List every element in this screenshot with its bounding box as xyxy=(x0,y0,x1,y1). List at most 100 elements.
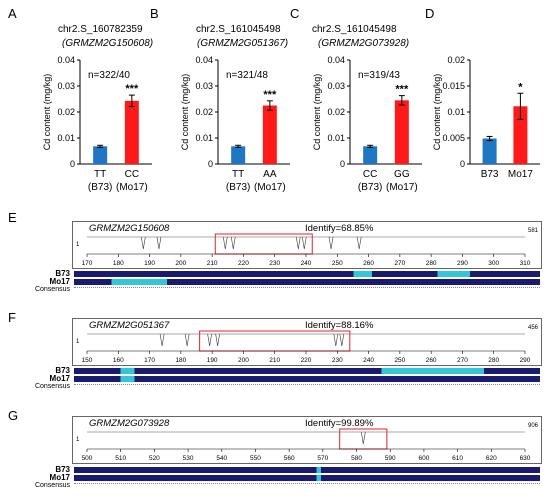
category-sublabel: (Mo17) xyxy=(386,182,418,193)
ruler-tick-label: 180 xyxy=(113,260,124,267)
coverage-dip xyxy=(230,236,236,250)
category-sublabel: (B73) xyxy=(358,182,382,193)
coverage-dip xyxy=(141,236,146,250)
ruler-tick-label: 610 xyxy=(452,455,463,462)
aln-b73-label-e: B73 xyxy=(55,269,70,278)
panel-label-g: G xyxy=(8,408,19,423)
track-svg-g: 1 906 500 510 520 530 540 550 560 570 580 590 600 610… xyxy=(76,423,539,462)
y-tick-label: 0.03 xyxy=(57,81,75,91)
panel-label-c: C xyxy=(290,6,300,21)
ruler-tick-label: 510 xyxy=(115,455,126,462)
y-tick-label: 0.02 xyxy=(195,107,213,117)
category-label: TT xyxy=(94,169,106,180)
ruler-tick-label: 300 xyxy=(488,260,499,267)
track-gene-e: GRMZM2G150608 xyxy=(89,223,170,234)
y-tick-label: 0 xyxy=(340,159,345,169)
seq-mo17-f xyxy=(74,376,540,382)
bar-chart-c: 0 0.01 0.02 0.03 0.04 Cd content (mg/kg) n=319… xyxy=(312,55,422,193)
ruler-tick-label: 170 xyxy=(82,260,93,267)
category-label: AA xyxy=(263,169,277,180)
aln-consensus-label-e: Consensus xyxy=(34,286,70,293)
ruler-tick-label: 220 xyxy=(238,260,249,267)
ruler-tick-label: 200 xyxy=(175,260,186,267)
ruler-tick-label: 190 xyxy=(207,357,218,364)
y-tick-label: 0.01 xyxy=(57,133,75,143)
ruler-tick-label: 530 xyxy=(183,455,194,462)
track-identity-f: Identify=88.16% xyxy=(305,320,374,331)
panel-label-b: B xyxy=(150,6,159,21)
track-identity-g: Identify=99.89% xyxy=(305,418,374,429)
ruler-tick-label: 210 xyxy=(207,260,218,267)
y-tick-label: 0.01 xyxy=(447,107,465,117)
category-sublabel: (B73) xyxy=(226,182,250,193)
coverage-dip xyxy=(159,333,165,347)
track-end-label: 456 xyxy=(528,325,539,331)
ruler-tick-label: 590 xyxy=(385,455,396,462)
ruler-tick-label: 280 xyxy=(488,357,499,364)
coverage-dip xyxy=(360,431,366,445)
ruler-tick-label: 190 xyxy=(144,260,155,267)
category-sublabel: (B73) xyxy=(88,182,112,193)
ruler-tick-label: 170 xyxy=(144,357,155,364)
panel-label-f: F xyxy=(8,310,16,325)
ruler-tick-label: 280 xyxy=(426,260,437,267)
y-tick-label: 0.02 xyxy=(447,55,465,65)
track-svg-e: 1 581 170 180 190 200 210 220 230 240 250 260 270 280… xyxy=(76,228,539,267)
coverage-dip xyxy=(295,236,301,250)
ruler-tick-label: 520 xyxy=(149,455,160,462)
track-svg-f: 1 456 150 160 170 180 190 200 210 220 230 240 250 260… xyxy=(76,325,539,364)
bar xyxy=(394,100,409,164)
ruler-tick-label: 560 xyxy=(284,455,295,462)
significance-label: * xyxy=(518,81,523,93)
y-tick-label: 0.03 xyxy=(195,81,213,91)
seq-mo17-e xyxy=(74,279,540,285)
panel-label-d: D xyxy=(425,6,435,21)
y-tick-label: 0.01 xyxy=(195,133,213,143)
coverage-dip xyxy=(328,236,334,250)
track-gene-g: GRMZM2G073928 xyxy=(89,418,170,429)
category-label: TT xyxy=(232,169,244,180)
ruler-tick-label: 600 xyxy=(418,455,429,462)
alignment-e xyxy=(74,271,540,292)
y-tick-label: 0.02 xyxy=(327,107,345,117)
aln-b73-label-g: B73 xyxy=(55,465,70,474)
bar xyxy=(363,146,378,164)
coverage-dip xyxy=(356,236,362,250)
ruler-tick-label: 620 xyxy=(486,455,497,462)
ruler-tick-label: 540 xyxy=(216,455,227,462)
ruler-tick-label: 150 xyxy=(82,357,93,364)
ruler-tick-label: 230 xyxy=(332,357,343,364)
y-tick-label: 0.04 xyxy=(327,55,345,65)
seq-consensus-f xyxy=(74,384,540,389)
coverage-dip xyxy=(184,333,190,347)
bar xyxy=(93,146,108,164)
category-label: CC xyxy=(363,169,377,180)
y-axis-title: Cd content (mg/kg) xyxy=(180,74,190,151)
n-label: n=321/48 xyxy=(226,70,268,81)
track-start-label: 1 xyxy=(76,242,80,248)
bar xyxy=(262,105,277,164)
ruler-tick-label: 550 xyxy=(250,455,261,462)
aln-mo17-label-f: Mo17 xyxy=(49,374,70,383)
n-label: n=322/40 xyxy=(88,70,130,81)
aln-mo17-label-g: Mo17 xyxy=(49,473,70,482)
significance-label: *** xyxy=(125,83,139,95)
y-axis-title: Cd content (mg/kg) xyxy=(432,74,442,151)
bar xyxy=(124,100,139,164)
y-tick-label: 0.02 xyxy=(57,107,75,117)
aln-consensus-label-f: Consensus xyxy=(34,383,70,390)
ruler-tick-label: 260 xyxy=(363,260,374,267)
coverage-dip xyxy=(156,236,162,250)
bar xyxy=(513,106,528,164)
category-label: Mo17 xyxy=(508,169,533,180)
category-label: GG xyxy=(394,169,410,180)
y-tick-label: 0 xyxy=(460,159,465,169)
bar-chart-b: 0 0.01 0.02 0.03 0.04 Cd content (mg/kg) n=321… xyxy=(180,55,290,193)
track-end-label: 906 xyxy=(528,423,539,429)
track-start-label: 1 xyxy=(76,339,80,345)
coverage-dip xyxy=(207,333,212,347)
ruler-tick-label: 500 xyxy=(82,455,93,462)
track-identity-e: Identify=68.85% xyxy=(305,223,374,234)
seq-mo17-g xyxy=(74,475,540,481)
ruler-tick-label: 240 xyxy=(301,260,312,267)
